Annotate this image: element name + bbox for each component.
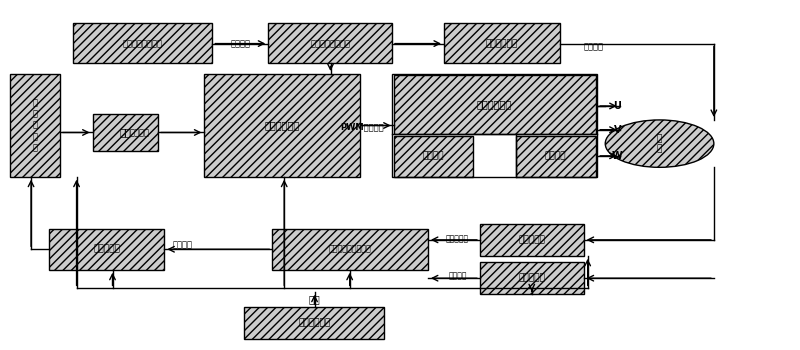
Bar xyxy=(444,23,560,63)
Text: 参数测量与显示模块: 参数测量与显示模块 xyxy=(329,245,371,254)
Bar xyxy=(272,229,428,270)
Bar xyxy=(480,224,584,256)
Bar xyxy=(93,114,158,151)
Text: 电机加载模块: 电机加载模块 xyxy=(486,39,518,48)
Circle shape xyxy=(606,120,714,167)
Bar xyxy=(392,74,598,177)
Text: 负载转矩: 负载转矩 xyxy=(584,42,604,51)
Text: 光电编码器: 光电编码器 xyxy=(518,274,546,283)
Text: 电源供电模块: 电源供电模块 xyxy=(298,318,330,327)
Text: 电
机: 电 机 xyxy=(657,134,662,153)
Text: 供电: 供电 xyxy=(309,294,321,304)
Text: 转速信号: 转速信号 xyxy=(448,272,466,281)
Text: 霍尔传感器: 霍尔传感器 xyxy=(518,235,546,244)
Bar xyxy=(480,262,584,294)
Bar xyxy=(10,74,60,177)
Text: U: U xyxy=(614,101,621,111)
Text: 给定信号: 给定信号 xyxy=(130,128,150,137)
Bar xyxy=(394,75,596,134)
Bar xyxy=(516,135,596,177)
Bar xyxy=(268,23,392,63)
Text: 相电流信号: 相电流信号 xyxy=(446,234,469,243)
Bar xyxy=(49,229,165,270)
Text: PWM控制信号: PWM控制信号 xyxy=(341,123,384,132)
Text: 给定信号: 给定信号 xyxy=(230,39,250,48)
Text: 控制算法选择模块: 控制算法选择模块 xyxy=(310,39,350,48)
Bar xyxy=(244,307,384,339)
Bar xyxy=(73,23,212,63)
Text: 上
位
机
模
块: 上 位 机 模 块 xyxy=(33,99,38,152)
Bar xyxy=(204,74,360,177)
Text: W: W xyxy=(612,151,622,161)
Text: 功率变换: 功率变换 xyxy=(545,152,566,161)
Text: 功率驱动模块: 功率驱动模块 xyxy=(477,99,512,109)
Text: V: V xyxy=(614,125,621,135)
Text: 中央控制模块: 中央控制模块 xyxy=(265,120,300,130)
Text: 光耦隔离: 光耦隔离 xyxy=(422,152,444,161)
Text: 反馈信号: 反馈信号 xyxy=(173,240,193,249)
Text: 数据保护示: 数据保护示 xyxy=(93,245,120,254)
Bar xyxy=(394,135,474,177)
Text: 串口: 串口 xyxy=(119,127,131,138)
Text: 控制参数给定模块: 控制参数给定模块 xyxy=(122,39,162,48)
